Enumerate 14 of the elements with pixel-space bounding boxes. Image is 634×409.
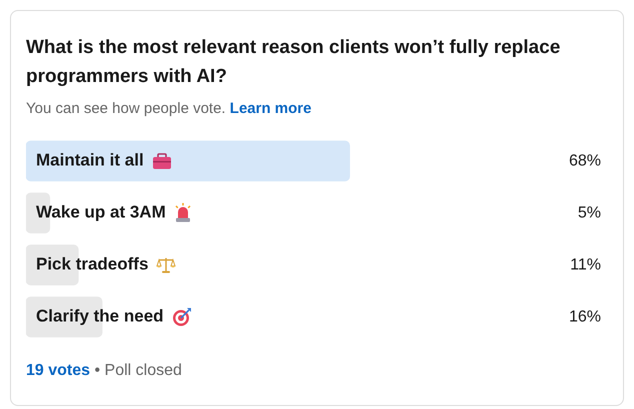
y-tick-label: Wake up at 3AM <box>36 202 166 222</box>
text: • Poll closed <box>94 362 182 379</box>
bar <box>26 140 350 182</box>
y-tick-label: Pick tradeoffs <box>36 254 148 274</box>
data-label: 68% <box>568 152 601 170</box>
chart-title: What is the most relevant reason clients won’t fully replace programmers with AI? <box>26 36 562 89</box>
y-tick-label: Clarify the need <box>36 306 164 326</box>
text: 19 votes <box>26 362 90 379</box>
data-label: 5% <box>578 204 601 222</box>
chart-subtitle: You can see how people vote. <box>26 100 226 117</box>
y-tick-label: Maintain it all <box>36 150 144 170</box>
data-label: 16% <box>568 308 601 326</box>
text: Learn more <box>228 100 312 117</box>
data-label: 11% <box>570 256 601 274</box>
